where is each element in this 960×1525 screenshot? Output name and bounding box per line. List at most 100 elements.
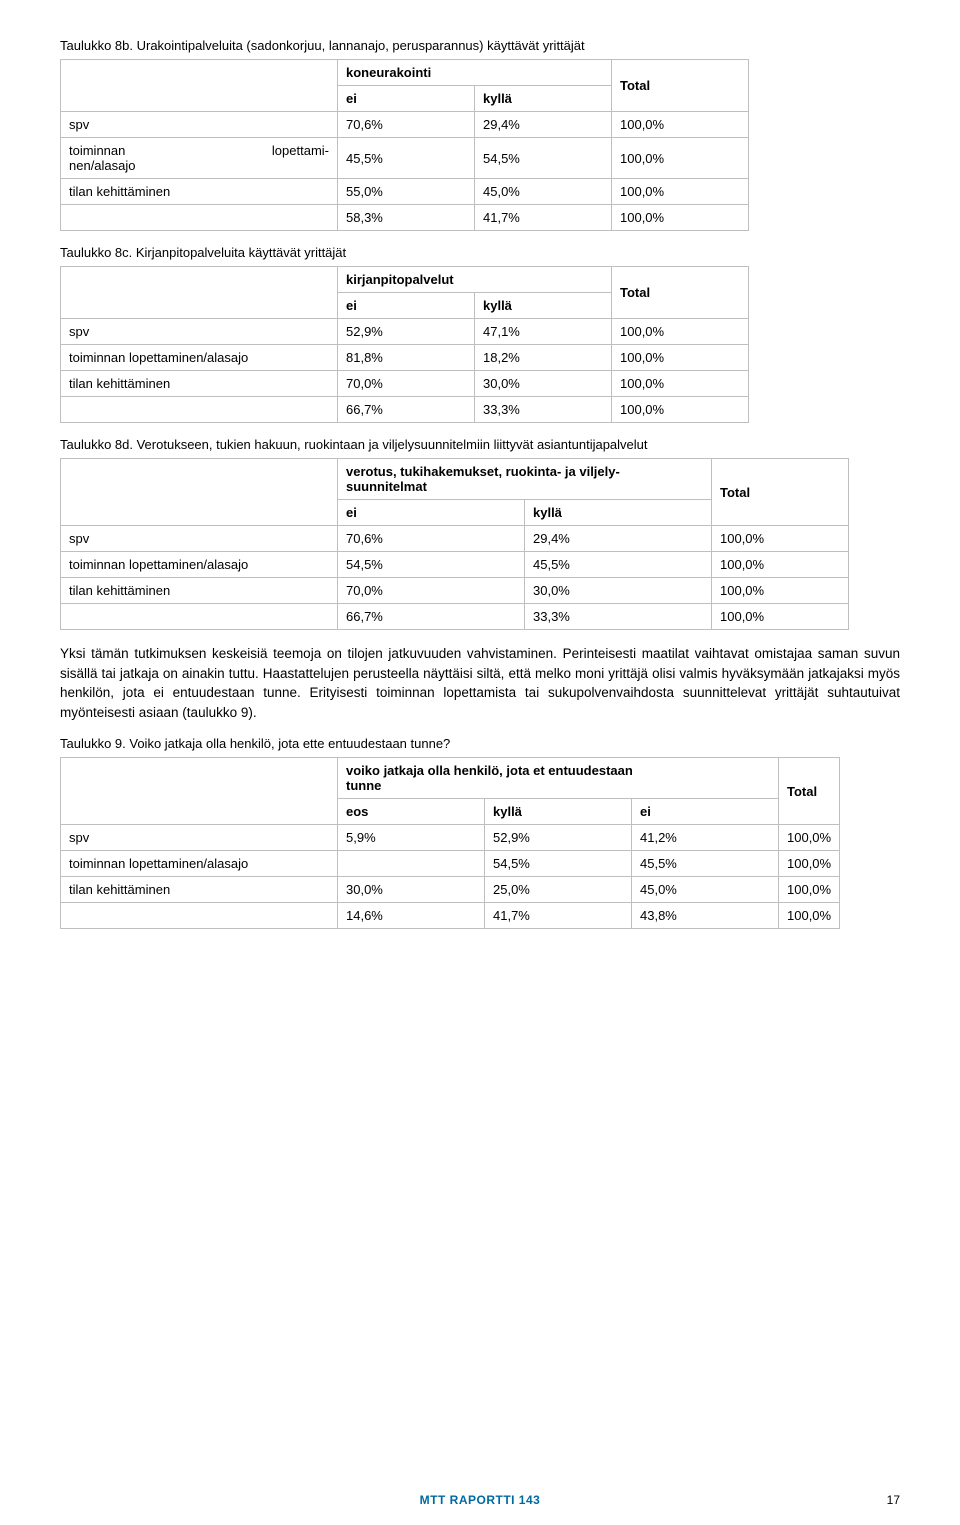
table8c-col-kylla: kyllä — [475, 293, 612, 319]
cell: 45,5% — [632, 851, 779, 877]
table9-total-label: Total — [779, 758, 840, 825]
cell: 41,7% — [485, 903, 632, 929]
group-header-top: verotus, tukihakemukset, ruokinta- ja vi… — [346, 464, 703, 479]
row-label: spv — [61, 526, 338, 552]
cell: 30,0% — [338, 877, 485, 903]
table9-caption: Taulukko 9. Voiko jatkaja olla henkilö, … — [60, 736, 900, 751]
cell: 100,0% — [712, 526, 849, 552]
cell: 100,0% — [612, 138, 749, 179]
table-row: toiminnan lopettaminen/alasajo 81,8% 18,… — [61, 345, 749, 371]
table8b-caption: Taulukko 8b. Urakointipalveluita (sadonk… — [60, 38, 900, 53]
group-header-bottom: suunnitelmat — [346, 479, 703, 494]
body-paragraph: Yksi tämän tutkimuksen keskeisiä teemoja… — [60, 644, 900, 722]
label-part: lopettami- — [272, 143, 329, 158]
cell: 58,3% — [338, 205, 475, 231]
row-label: tilan kehittäminen — [61, 877, 338, 903]
row-label: spv — [61, 112, 338, 138]
row-label: toiminnan lopettaminen/alasajo — [61, 851, 338, 877]
cell: 54,5% — [338, 552, 525, 578]
table8b: koneurakointi Total ei kyllä spv 70,6% 2… — [60, 59, 749, 231]
cell: 70,6% — [338, 112, 475, 138]
cell: 100,0% — [612, 345, 749, 371]
cell: 100,0% — [712, 604, 849, 630]
table-row: tilan kehittäminen 30,0% 25,0% 45,0% 100… — [61, 877, 840, 903]
cell: 52,9% — [338, 319, 475, 345]
table8c-group-header: kirjanpitopalvelut — [338, 267, 612, 293]
cell: 52,9% — [485, 825, 632, 851]
cell: 45,5% — [338, 138, 475, 179]
cell: 100,0% — [779, 877, 840, 903]
table9-col-ei: ei — [632, 799, 779, 825]
table-row: spv 70,6% 29,4% 100,0% — [61, 526, 849, 552]
cell: 70,6% — [338, 526, 525, 552]
table8c-total-label: Total — [612, 267, 749, 319]
table9-col-kylla: kyllä — [485, 799, 632, 825]
label-part: toiminnan — [69, 143, 125, 158]
cell: 33,3% — [525, 604, 712, 630]
table8d: verotus, tukihakemukset, ruokinta- ja vi… — [60, 458, 849, 630]
cell: 18,2% — [475, 345, 612, 371]
cell: 33,3% — [475, 397, 612, 423]
table-row: 14,6% 41,7% 43,8% 100,0% — [61, 903, 840, 929]
table8d-col-kylla: kyllä — [525, 500, 712, 526]
table8c: kirjanpitopalvelut Total ei kyllä spv 52… — [60, 266, 749, 423]
cell: 66,7% — [338, 397, 475, 423]
cell: 45,0% — [475, 179, 612, 205]
table-row: 66,7% 33,3% 100,0% — [61, 604, 849, 630]
row-label: tilan kehittäminen — [61, 179, 338, 205]
cell: 30,0% — [525, 578, 712, 604]
row-label: tilan kehittäminen — [61, 578, 338, 604]
table8b-group-header: koneurakointi — [338, 60, 612, 86]
row-label: spv — [61, 825, 338, 851]
cell: 54,5% — [475, 138, 612, 179]
table-row: toiminnan lopettaminen/alasajo 54,5% 45,… — [61, 552, 849, 578]
cell: 54,5% — [485, 851, 632, 877]
group-header-top: voiko jatkaja olla henkilö, jota et entu… — [346, 763, 770, 778]
cell: 100,0% — [779, 851, 840, 877]
table8c-col-ei: ei — [338, 293, 475, 319]
table-row: 58,3% 41,7% 100,0% — [61, 205, 749, 231]
table8b-col-kylla: kyllä — [475, 86, 612, 112]
table8d-total-label: Total — [712, 459, 849, 526]
cell: 100,0% — [612, 205, 749, 231]
row-label — [61, 205, 338, 231]
cell: 100,0% — [779, 825, 840, 851]
row-label — [61, 604, 338, 630]
table8d-caption: Taulukko 8d. Verotukseen, tukien hakuun,… — [60, 437, 900, 452]
cell — [338, 851, 485, 877]
table8d-col-ei: ei — [338, 500, 525, 526]
row-label: spv — [61, 319, 338, 345]
row-label: toiminnan lopettaminen/alasajo — [61, 552, 338, 578]
table-row: tilan kehittäminen 55,0% 45,0% 100,0% — [61, 179, 749, 205]
footer-report-title: MTT RAPORTTI 143 — [0, 1493, 960, 1507]
cell: 5,9% — [338, 825, 485, 851]
cell: 25,0% — [485, 877, 632, 903]
cell: 66,7% — [338, 604, 525, 630]
row-label: tilan kehittäminen — [61, 371, 338, 397]
cell: 70,0% — [338, 578, 525, 604]
cell: 81,8% — [338, 345, 475, 371]
cell: 41,2% — [632, 825, 779, 851]
table8c-caption: Taulukko 8c. Kirjanpitopalveluita käyttä… — [60, 245, 900, 260]
cell: 47,1% — [475, 319, 612, 345]
cell: 100,0% — [612, 112, 749, 138]
cell: 41,7% — [475, 205, 612, 231]
label-part: nen/alasajo — [69, 158, 329, 173]
table-row: tilan kehittäminen 70,0% 30,0% 100,0% — [61, 371, 749, 397]
table-row: spv 5,9% 52,9% 41,2% 100,0% — [61, 825, 840, 851]
row-label: toiminnan lopettaminen/alasajo — [61, 345, 338, 371]
cell: 100,0% — [612, 179, 749, 205]
row-label — [61, 903, 338, 929]
table8b-total-label: Total — [612, 60, 749, 112]
cell: 55,0% — [338, 179, 475, 205]
cell: 43,8% — [632, 903, 779, 929]
cell: 45,5% — [525, 552, 712, 578]
cell: 100,0% — [712, 552, 849, 578]
table-row: spv 52,9% 47,1% 100,0% — [61, 319, 749, 345]
cell: 100,0% — [712, 578, 849, 604]
row-label: toiminnan lopettami- nen/alasajo — [61, 138, 338, 179]
table-row: toiminnan lopettaminen/alasajo 54,5% 45,… — [61, 851, 840, 877]
cell: 30,0% — [475, 371, 612, 397]
table9-col-eos: eos — [338, 799, 485, 825]
table9: voiko jatkaja olla henkilö, jota et entu… — [60, 757, 840, 929]
